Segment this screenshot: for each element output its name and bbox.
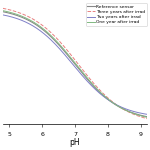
Three years after irrad bbox=[49, 31, 51, 32]
One year after irrad bbox=[59, 44, 61, 46]
Reference sensor bbox=[49, 35, 51, 37]
Reference sensor bbox=[106, 98, 108, 100]
Three years after irrad bbox=[59, 41, 61, 43]
One year after irrad bbox=[2, 10, 4, 12]
Two years after irrad bbox=[107, 99, 109, 100]
Reference sensor bbox=[2, 11, 4, 13]
Three years after irrad bbox=[2, 7, 4, 9]
Two years after irrad bbox=[146, 113, 148, 115]
Two years after irrad bbox=[49, 38, 51, 40]
Line: Two years after irrad: Two years after irrad bbox=[3, 15, 147, 114]
Reference sensor bbox=[59, 45, 61, 47]
Two years after irrad bbox=[59, 48, 61, 50]
X-axis label: pH: pH bbox=[70, 138, 80, 147]
Reference sensor bbox=[93, 85, 94, 87]
Reference sensor bbox=[19, 16, 21, 18]
One year after irrad bbox=[49, 34, 51, 35]
Two years after irrad bbox=[2, 14, 4, 16]
Two years after irrad bbox=[106, 98, 108, 100]
Three years after irrad bbox=[146, 118, 148, 120]
Line: Reference sensor: Reference sensor bbox=[3, 12, 147, 117]
Three years after irrad bbox=[107, 97, 109, 99]
One year after irrad bbox=[19, 15, 21, 16]
One year after irrad bbox=[106, 97, 108, 99]
Three years after irrad bbox=[106, 96, 108, 98]
Line: Three years after irrad: Three years after irrad bbox=[3, 8, 147, 119]
One year after irrad bbox=[93, 84, 94, 86]
Two years after irrad bbox=[93, 87, 94, 89]
Legend: Reference sensor, Three years after irrad, Two years after irrad, One year after: Reference sensor, Three years after irra… bbox=[86, 3, 147, 26]
Two years after irrad bbox=[19, 19, 21, 21]
One year after irrad bbox=[107, 98, 109, 100]
Line: One year after irrad: One year after irrad bbox=[3, 11, 147, 117]
Reference sensor bbox=[107, 98, 109, 100]
Reference sensor bbox=[146, 116, 148, 118]
Three years after irrad bbox=[93, 82, 94, 84]
One year after irrad bbox=[146, 116, 148, 118]
Three years after irrad bbox=[19, 12, 21, 14]
